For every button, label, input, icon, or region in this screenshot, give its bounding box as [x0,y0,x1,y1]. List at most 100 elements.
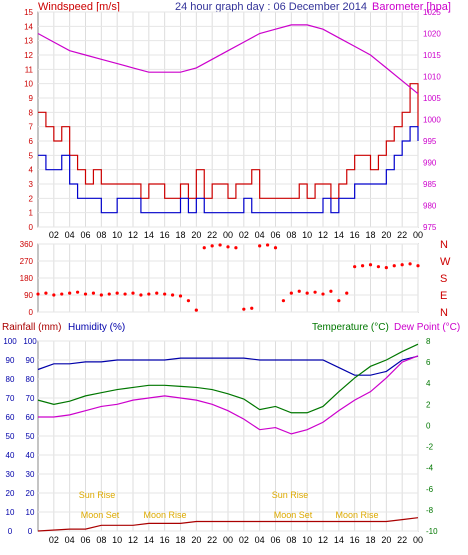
time-tick-label: 00 [223,230,233,240]
rainfall-tick-label: 0 [8,527,13,536]
sun-moon-label: Moon Set [81,510,120,520]
rainfall-tick-label: 10 [6,508,15,517]
time-tick-label: 18 [175,230,185,240]
direction-point [210,244,214,248]
direction-point [147,292,151,296]
direction-point [178,294,183,298]
rainfall-tick-label: 50 [6,432,15,441]
time-tick-label: 06 [270,535,280,545]
direction-point [155,291,159,295]
direction-point [321,292,325,296]
rainfall-tick-label: 30 [6,470,15,479]
direction-point [131,291,135,295]
temperature-tick-label: 8 [426,337,431,346]
temperature-tick-label: -4 [426,464,434,473]
time-tick-label: 16 [160,230,170,240]
time-tick-label: 02 [49,535,59,545]
direction-point [273,246,278,250]
windspeed-tick-label: 7 [29,123,34,132]
direction-point [416,264,420,268]
direction-point [123,292,127,296]
direction-tick-label: 90 [24,291,33,300]
direction-point [392,264,396,268]
time-tick-label: 10 [112,535,122,545]
time-tick-label: 22 [207,535,217,545]
time-tick-label: 00 [413,230,423,240]
barometer-tick-label: 975 [423,223,437,232]
time-tick-label: 10 [112,230,122,240]
sun-moon-label: Sun Rise [79,490,116,500]
direction-point [242,307,246,311]
direction-point [75,290,80,294]
direction-point [107,292,111,296]
series-line-gust [38,126,419,214]
time-tick-label: 06 [270,230,280,240]
windspeed-tick-label: 0 [29,223,34,232]
humidity-tick-label: 10 [26,508,35,517]
time-tick-label: 08 [96,230,106,240]
direction-point [99,293,103,297]
temperature-tick-label: 4 [426,379,431,388]
time-tick-label: 14 [334,535,344,545]
sun-moon-label: Moon Rise [335,510,378,520]
time-tick-label: 14 [334,230,344,240]
direction-point [384,266,388,270]
time-tick-label: 16 [350,230,360,240]
time-tick-label: 06 [80,535,90,545]
rainfall-tick-label: 90 [6,356,15,365]
humidity-tick-label: 20 [26,489,35,498]
time-tick-label: 18 [175,535,185,545]
compass-label: N [440,239,448,251]
direction-tick-label: 360 [20,240,34,249]
temperature-tick-label: 0 [426,421,431,430]
barometer-tick-label: 1020 [423,30,441,39]
time-tick-label: 20 [381,535,391,545]
barometer-tick-label: 995 [423,137,437,146]
direction-point [250,306,254,310]
compass-label: N [440,307,448,319]
barometer-tick-label: 1025 [423,8,441,17]
barometer-tick-label: 980 [423,202,437,211]
temperature-tick-label: -2 [426,443,434,452]
direction-tick-label: 0 [29,308,34,317]
direction-point [368,263,373,267]
time-tick-label: 12 [128,535,138,545]
rainfall-tick-label: 40 [6,451,15,460]
time-tick-label: 02 [49,230,59,240]
compass-label: E [440,290,447,302]
windspeed-tick-label: 6 [29,137,34,146]
temperature-tick-label: 6 [426,358,431,367]
direction-point [337,299,341,303]
series-line-windspeed [38,83,419,199]
time-tick-label: 14 [144,230,154,240]
direction-tick-label: 270 [20,257,34,266]
humidity-tick-label: 30 [26,470,35,479]
direction-point [194,308,198,312]
direction-point [91,291,96,295]
time-tick-label: 10 [302,535,312,545]
series-line-dew-point [38,355,419,435]
direction-point [313,290,317,294]
direction-point [163,292,167,296]
time-tick-label: 04 [255,535,265,545]
rainfall-axis-title: Rainfall (mm) [2,322,61,333]
time-tick-label: 00 [413,535,423,545]
direction-point [376,265,381,269]
windspeed-tick-label: 13 [24,37,33,46]
humidity-tick-label: 50 [26,432,35,441]
time-tick-label: 00 [223,535,233,545]
rainfall-tick-label: 80 [6,375,15,384]
direction-point [281,299,286,303]
direction-point [329,289,333,293]
time-tick-label: 08 [286,535,296,545]
series-line-temperature [37,343,419,414]
windspeed-tick-label: 11 [25,65,34,74]
humidity-tick-label: 0 [28,527,33,536]
direction-point [52,293,56,297]
direction-point [186,299,191,303]
windspeed-tick-label: 2 [29,194,34,203]
time-tick-label: 06 [80,230,90,240]
compass-label: S [440,273,447,285]
direction-point [353,265,357,269]
time-tick-label: 22 [397,230,407,240]
